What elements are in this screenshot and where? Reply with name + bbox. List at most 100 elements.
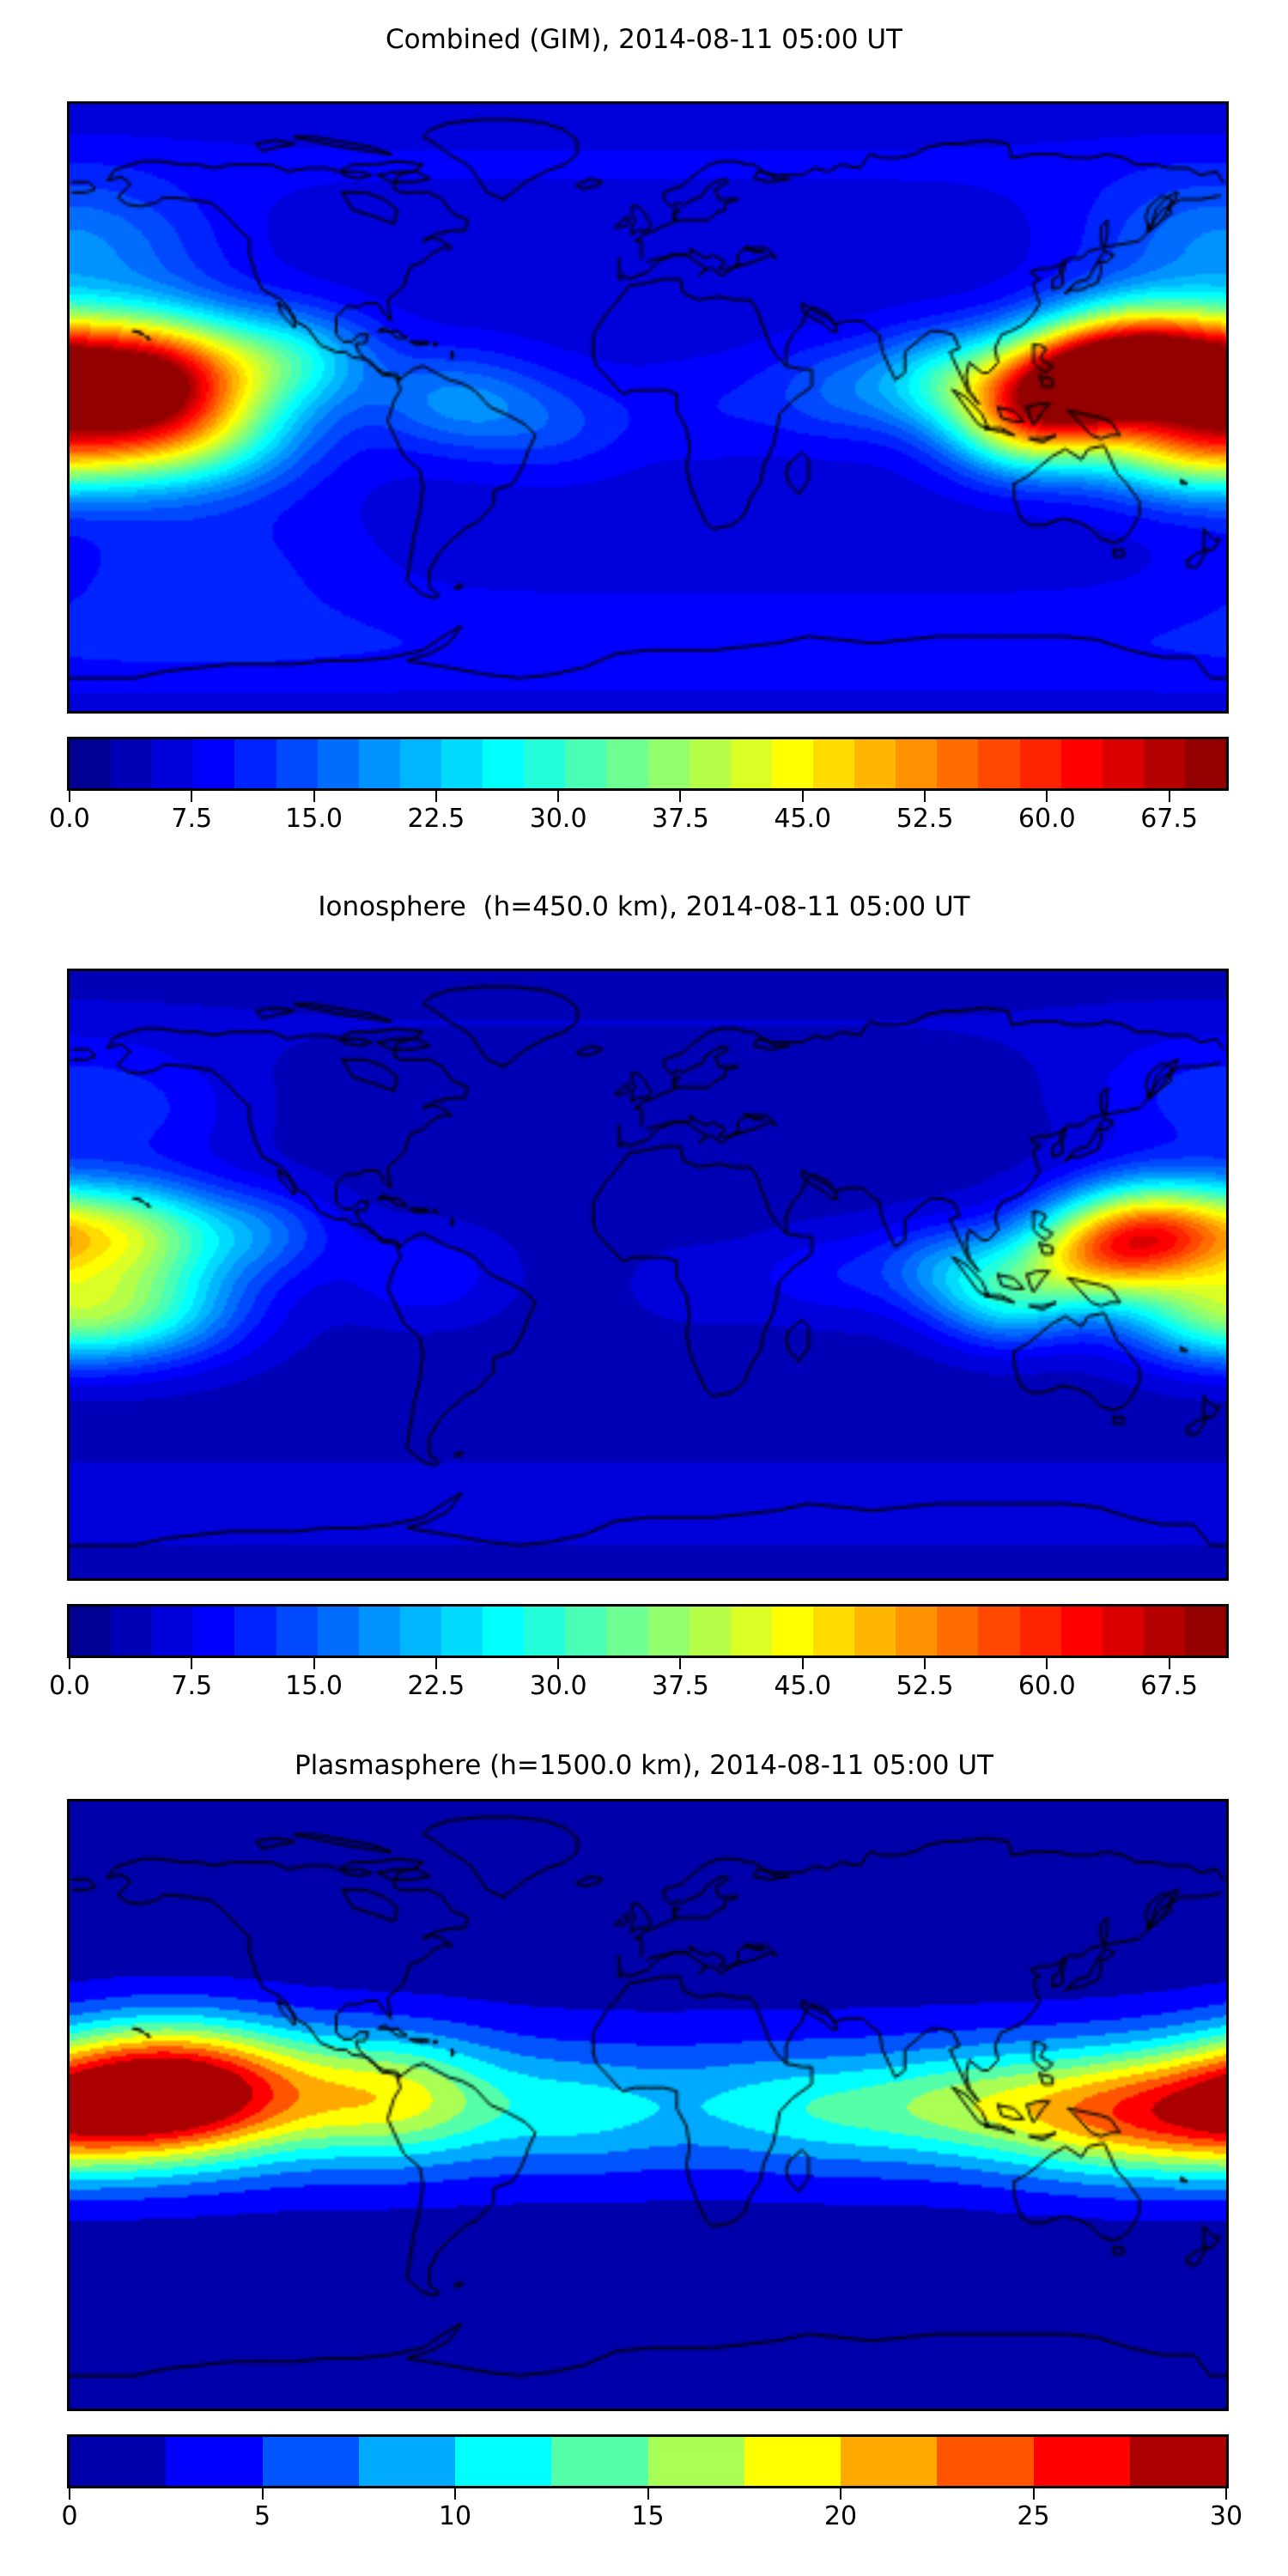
colorbar-tick-label: 0.0: [49, 1671, 90, 1701]
colorbar-band: [1060, 1607, 1103, 1656]
tec-map-combined: [70, 104, 1226, 711]
colorbar-band: [70, 1607, 112, 1656]
panel-combined-gim: Combined (GIM), 2014-08-11 05:00 UT 0.0 7…: [0, 0, 1288, 876]
colorbar-tick-label: 22.5: [407, 1671, 465, 1701]
colorbar-band: [1102, 739, 1144, 788]
colorbar-tick-label: 30: [1209, 2501, 1243, 2531]
colorbar-band: [358, 1607, 400, 1656]
colorbar-band: [896, 1607, 938, 1656]
colorbar-band: [1143, 739, 1185, 788]
colorbar-band: [812, 1607, 855, 1656]
colorbar-band: [978, 739, 1020, 788]
colorbar-band: [1019, 1607, 1061, 1656]
panel-title-plasmasphere: Plasmasphere (h=1500.0 km), 2014-08-11 0…: [294, 1750, 993, 1781]
colorbar-tick-label: 67.5: [1140, 1671, 1198, 1701]
colorbar-band: [744, 2437, 841, 2486]
colorbar-band: [896, 739, 938, 788]
map-axes-combined: [67, 101, 1229, 714]
colorbar-tick-label: 0: [61, 2501, 78, 2531]
colorbar-tickmark: [557, 1658, 560, 1669]
colorbar-tick-label: 30.0: [529, 804, 587, 834]
colorbar-tickmark: [647, 2488, 649, 2500]
colorbar-band: [854, 1607, 896, 1656]
colorbar-band: [1184, 739, 1227, 788]
colorbar-tickmark: [191, 791, 193, 802]
colorbar-tickmark: [1225, 2488, 1227, 2500]
colorbar-band: [689, 1607, 731, 1656]
colorbar-band: [152, 739, 194, 788]
colorbar-band: [524, 739, 566, 788]
colorbar-strip-combined: [67, 737, 1229, 791]
colorbar-tick-label: 52.5: [896, 1671, 954, 1701]
tec-map-plasmasphere: [70, 1801, 1226, 2409]
colorbar-tick-label: 20: [823, 2501, 858, 2531]
colorbar-band: [524, 1607, 566, 1656]
colorbar-tickmark: [69, 791, 70, 802]
colorbar-band: [937, 1607, 979, 1656]
colorbar-tick-label: 37.5: [652, 804, 709, 834]
colorbar-band: [606, 1607, 648, 1656]
colorbar-tickmark: [1046, 791, 1048, 802]
colorbar-band: [455, 2437, 552, 2486]
colorbar-tickmark: [1168, 1658, 1170, 1669]
colorbar-tick-label: 22.5: [407, 804, 465, 834]
colorbar-band: [647, 739, 690, 788]
colorbar-band: [166, 2437, 263, 2486]
colorbar-tick-label: 52.5: [896, 804, 954, 834]
colorbar-tickmark: [69, 1658, 70, 1669]
colorbar-tick-label: 45.0: [774, 1671, 832, 1701]
panel-ionosphere: Ionosphere (h=450.0 km), 2014-08-11 05:0…: [0, 876, 1288, 1743]
colorbar-tickmark: [924, 1658, 927, 1669]
colorbar-band: [317, 739, 359, 788]
colorbar-tick-label: 15: [631, 2501, 665, 2531]
colorbar-band: [647, 2437, 744, 2486]
colorbar-tickmark: [679, 1658, 682, 1669]
colorbar-band: [399, 1607, 441, 1656]
colorbar-band: [771, 739, 813, 788]
colorbar-ionosphere: 0.0 7.5 15.0 22.5 30.0 37.5 45.0 52.5 60.0 67.5: [49, 1604, 1229, 1701]
colorbar-band: [483, 739, 525, 788]
colorbar-band: [152, 1607, 194, 1656]
colorbar-band: [70, 2437, 167, 2486]
panel-plasmasphere: Plasmasphere (h=1500.0 km), 2014-08-11 0…: [0, 1743, 1288, 2576]
colorbar-tick-label: 67.5: [1140, 804, 1198, 834]
colorbar-band: [978, 1607, 1020, 1656]
colorbar-band: [1033, 2437, 1130, 2486]
colorbar-tick-label: 10: [438, 2501, 472, 2531]
colorbar-tickmark: [1046, 1658, 1048, 1669]
colorbar-ticks-combined: 0.0 7.5 15.0 22.5 30.0 37.5 45.0 52.5 60.0 67.5: [49, 791, 1224, 834]
tec-map-ionosphere: [70, 971, 1226, 1578]
colorbar-tick-label: 37.5: [652, 1671, 709, 1701]
colorbar-tick-label: 15.0: [285, 1671, 343, 1701]
colorbar-band: [565, 1607, 607, 1656]
colorbar-band: [1184, 1607, 1227, 1656]
colorbar-band: [262, 2437, 359, 2486]
colorbar-band: [812, 739, 855, 788]
colorbar-tickmark: [801, 1658, 804, 1669]
colorbar-band: [483, 1607, 525, 1656]
colorbar-tick-label: 0.0: [49, 804, 90, 834]
colorbar-band: [1102, 1607, 1144, 1656]
colorbar-strip-ionosphere: [67, 1604, 1229, 1658]
colorbar-band: [276, 739, 318, 788]
colorbar-band: [937, 739, 979, 788]
colorbar-band: [111, 1607, 153, 1656]
colorbar-tickmark: [840, 2488, 841, 2500]
colorbar-tickmark: [69, 2488, 70, 2500]
panel-title-combined: Combined (GIM), 2014-08-11 05:00 UT: [386, 24, 902, 55]
colorbar-tick-label: 45.0: [774, 804, 832, 834]
colorbar-tick-label: 60.0: [1018, 804, 1076, 834]
colorbar-tickmark: [1032, 2488, 1035, 2500]
colorbar-band: [440, 739, 483, 788]
colorbar-tick-label: 15.0: [285, 804, 343, 834]
colorbar-tickmark: [261, 2488, 264, 2500]
colorbar-ticks-ionosphere: 0.0 7.5 15.0 22.5 30.0 37.5 45.0 52.5 60.0 67.5: [49, 1658, 1224, 1701]
colorbar-band: [234, 739, 276, 788]
colorbar-tickmark: [313, 791, 315, 802]
colorbar-band: [647, 1607, 690, 1656]
colorbar-band: [841, 2437, 938, 2486]
colorbar-band: [606, 739, 648, 788]
colorbar-tick-label: 30.0: [529, 1671, 587, 1701]
colorbar-band: [551, 2437, 648, 2486]
